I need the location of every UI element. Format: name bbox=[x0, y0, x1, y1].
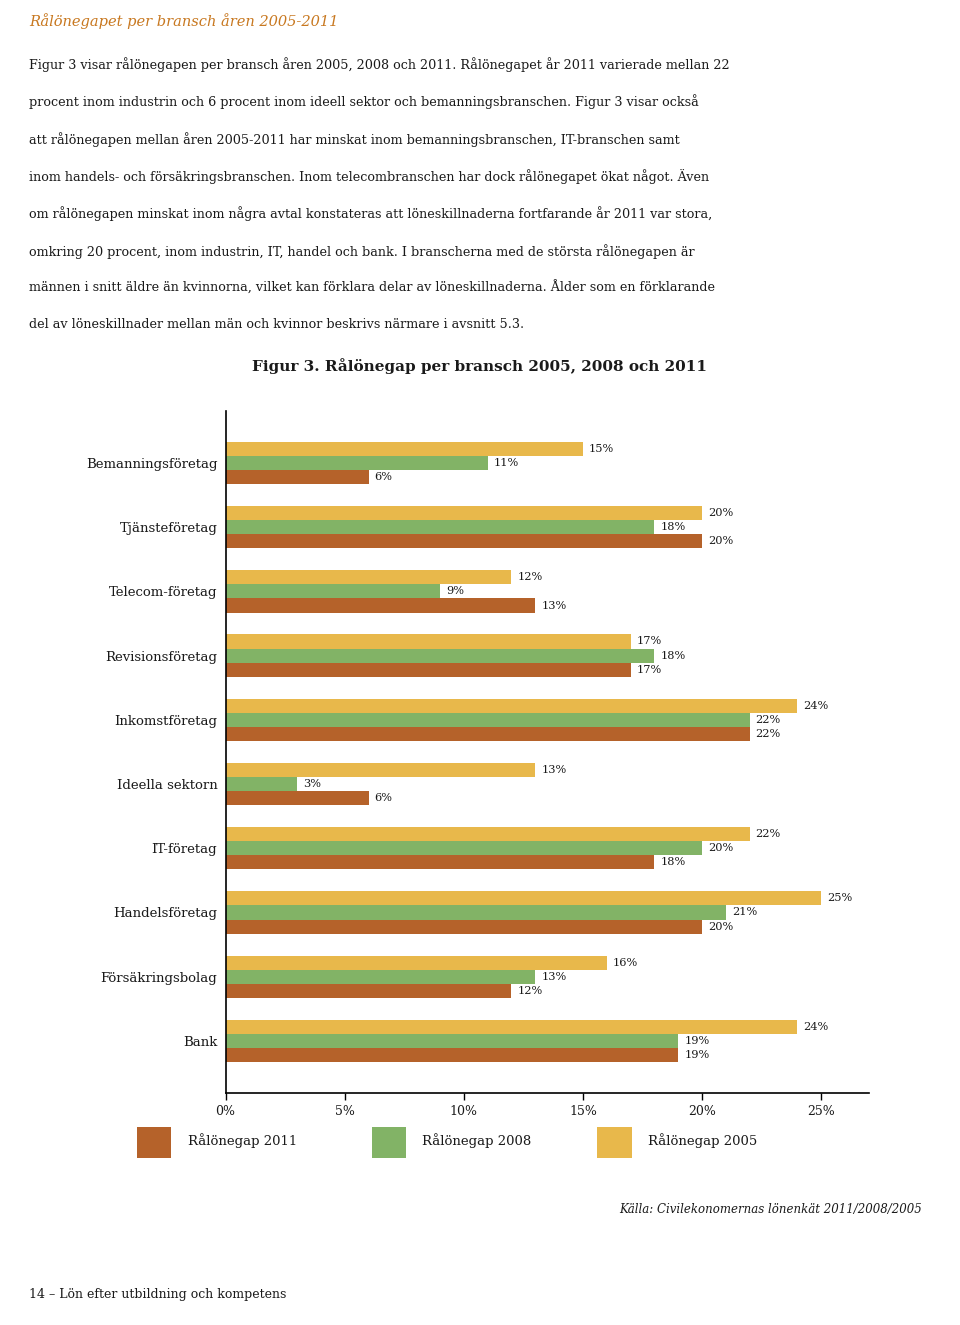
Text: 12%: 12% bbox=[517, 986, 542, 996]
Bar bbox=[226, 662, 631, 677]
Text: 14 – Lön efter utbildning och kompetens: 14 – Lön efter utbildning och kompetens bbox=[29, 1288, 286, 1301]
Text: 20%: 20% bbox=[708, 922, 733, 931]
Text: 22%: 22% bbox=[756, 714, 780, 725]
Text: 18%: 18% bbox=[660, 651, 685, 661]
Bar bbox=[226, 584, 440, 599]
Bar bbox=[226, 635, 631, 648]
Bar bbox=[226, 776, 297, 791]
Bar bbox=[226, 648, 655, 662]
Text: Figur 3 visar rålönegapen per bransch åren 2005, 2008 och 2011. Rålönegapet år 2: Figur 3 visar rålönegapen per bransch år… bbox=[29, 57, 730, 72]
Text: omkring 20 procent, inom industrin, IT, handel och bank. I branscherna med de st: omkring 20 procent, inom industrin, IT, … bbox=[29, 244, 694, 258]
Bar bbox=[226, 1034, 678, 1048]
Text: inom handels- och försäkringsbranschen. Inom telecombranschen har dock rålönegap: inom handels- och försäkringsbranschen. … bbox=[29, 170, 708, 184]
Bar bbox=[226, 570, 512, 584]
Bar bbox=[226, 827, 750, 841]
Bar bbox=[226, 1048, 678, 1063]
Text: 13%: 13% bbox=[541, 971, 566, 982]
Text: 12%: 12% bbox=[517, 572, 542, 582]
Text: 20%: 20% bbox=[708, 507, 733, 518]
Bar bbox=[226, 892, 821, 905]
FancyBboxPatch shape bbox=[597, 1126, 632, 1158]
Text: 20%: 20% bbox=[708, 537, 733, 546]
Text: 17%: 17% bbox=[636, 636, 661, 647]
Bar bbox=[226, 920, 702, 934]
Text: 22%: 22% bbox=[756, 829, 780, 839]
Text: 3%: 3% bbox=[303, 779, 321, 790]
Text: Rålönegapet per bransch åren 2005-2011: Rålönegapet per bransch åren 2005-2011 bbox=[29, 13, 338, 29]
Text: 24%: 24% bbox=[804, 701, 828, 710]
Bar bbox=[226, 791, 369, 806]
Text: om rålönegapen minskat inom några avtal konstateras att löneskillnaderna fortfar: om rålönegapen minskat inom några avtal … bbox=[29, 207, 712, 221]
Bar bbox=[226, 970, 536, 983]
Text: 22%: 22% bbox=[756, 729, 780, 739]
Text: Rålönegap 2011: Rålönegap 2011 bbox=[187, 1133, 297, 1149]
Text: 17%: 17% bbox=[636, 665, 661, 674]
Text: procent inom industrin och 6 procent inom ideell sektor och bemanningsbranschen.: procent inom industrin och 6 procent ino… bbox=[29, 94, 699, 109]
Bar bbox=[226, 441, 583, 456]
Text: 11%: 11% bbox=[493, 458, 518, 468]
Text: att rålönegapen mellan åren 2005-2011 har minskat inom bemanningsbranschen, IT-b: att rålönegapen mellan åren 2005-2011 ha… bbox=[29, 131, 680, 147]
Text: Källa: Civilekonomernas lönenkät 2011/2008/2005: Källa: Civilekonomernas lönenkät 2011/20… bbox=[619, 1203, 923, 1216]
Text: männen i snitt äldre än kvinnorna, vilket kan förklara delar av löneskillnaderna: männen i snitt äldre än kvinnorna, vilke… bbox=[29, 281, 715, 295]
Text: 18%: 18% bbox=[660, 522, 685, 533]
Bar bbox=[226, 841, 702, 856]
Text: 18%: 18% bbox=[660, 857, 685, 868]
FancyBboxPatch shape bbox=[372, 1126, 406, 1158]
Bar bbox=[226, 456, 488, 470]
Text: 15%: 15% bbox=[588, 444, 614, 454]
Bar bbox=[226, 599, 536, 612]
Text: 6%: 6% bbox=[374, 472, 393, 482]
Bar bbox=[226, 727, 750, 741]
Text: 16%: 16% bbox=[612, 958, 638, 967]
Text: 13%: 13% bbox=[541, 765, 566, 775]
Bar bbox=[226, 763, 536, 776]
Text: 6%: 6% bbox=[374, 794, 393, 803]
Text: 21%: 21% bbox=[732, 908, 757, 917]
Text: 24%: 24% bbox=[804, 1022, 828, 1032]
Text: del av löneskillnader mellan män och kvinnor beskrivs närmare i avsnitt 5.3.: del av löneskillnader mellan män och kvi… bbox=[29, 318, 524, 331]
Text: 20%: 20% bbox=[708, 843, 733, 853]
Bar bbox=[226, 955, 607, 970]
Text: 9%: 9% bbox=[446, 587, 464, 596]
Bar bbox=[226, 983, 512, 998]
Bar bbox=[226, 470, 369, 484]
Bar bbox=[226, 1020, 798, 1034]
Text: 25%: 25% bbox=[828, 893, 852, 904]
Text: Rålönegap 2005: Rålönegap 2005 bbox=[648, 1133, 757, 1149]
Text: 13%: 13% bbox=[541, 600, 566, 611]
Text: Rålönegap 2008: Rålönegap 2008 bbox=[422, 1133, 532, 1149]
Text: 19%: 19% bbox=[684, 1049, 709, 1060]
Bar bbox=[226, 905, 726, 920]
Bar bbox=[226, 698, 798, 713]
Bar bbox=[226, 521, 655, 534]
Text: 19%: 19% bbox=[684, 1036, 709, 1045]
Text: Figur 3. Rålönegap per bransch 2005, 2008 och 2011: Figur 3. Rålönegap per bransch 2005, 200… bbox=[252, 358, 708, 374]
FancyBboxPatch shape bbox=[137, 1126, 172, 1158]
Bar bbox=[226, 856, 655, 869]
Bar bbox=[226, 534, 702, 549]
Bar bbox=[226, 713, 750, 727]
Bar bbox=[226, 506, 702, 521]
